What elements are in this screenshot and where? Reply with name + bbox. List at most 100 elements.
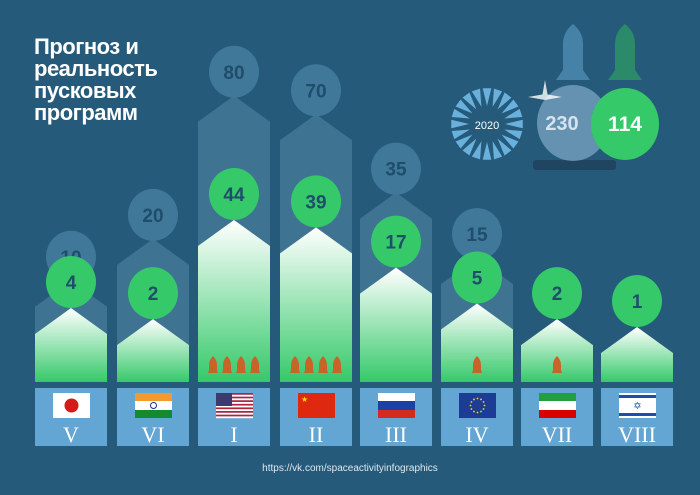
sun-ray-icon bbox=[497, 138, 512, 156]
chakra bbox=[150, 402, 157, 409]
actual-label: 44 bbox=[223, 185, 245, 206]
star bbox=[480, 410, 482, 413]
usa-flag bbox=[216, 396, 253, 399]
actual-circle bbox=[371, 215, 421, 268]
russia-flag bbox=[378, 393, 415, 401]
forecast-circle bbox=[128, 188, 178, 241]
actual-circle bbox=[452, 251, 502, 304]
forecast-label: 15 bbox=[466, 225, 488, 246]
actual-label: 1 bbox=[632, 292, 643, 313]
year-label: 2020 bbox=[475, 120, 499, 132]
sun-ray-icon bbox=[451, 119, 469, 129]
pedestal bbox=[533, 160, 616, 170]
actual-bar bbox=[360, 267, 432, 382]
rocket-icon bbox=[250, 356, 260, 373]
sun-ray-icon bbox=[451, 108, 470, 119]
actual-bar bbox=[601, 327, 673, 382]
sun-ray-icon bbox=[462, 138, 477, 156]
star bbox=[480, 398, 482, 401]
actual-bar bbox=[280, 227, 352, 382]
russia-flag bbox=[378, 410, 415, 418]
rank-label: V bbox=[63, 422, 79, 447]
actual-circle bbox=[291, 175, 341, 228]
year-badge bbox=[470, 113, 504, 135]
sun-ray-icon bbox=[497, 92, 512, 110]
india-flag bbox=[135, 401, 172, 410]
sun-ray-icon bbox=[455, 134, 473, 149]
actual-circle bbox=[209, 167, 259, 220]
rocket-icon bbox=[208, 356, 218, 373]
rocket-icon bbox=[290, 356, 300, 373]
forecast-label: 70 bbox=[305, 81, 326, 102]
actual-circle bbox=[612, 275, 662, 327]
star: ★ bbox=[301, 395, 308, 404]
usa-flag bbox=[216, 403, 253, 406]
usa-flag bbox=[216, 411, 253, 413]
star bbox=[469, 404, 472, 407]
star-of-david: ✡ bbox=[633, 401, 641, 412]
actual-bar bbox=[117, 319, 189, 382]
forecast-circle bbox=[371, 142, 421, 195]
iran-flag bbox=[539, 410, 576, 418]
actual-bar bbox=[441, 303, 513, 382]
rocket-icon bbox=[332, 356, 342, 373]
india-flag bbox=[135, 410, 172, 418]
rank-label: III bbox=[385, 422, 407, 447]
actual-label: 2 bbox=[552, 284, 563, 305]
rocket-icon bbox=[552, 356, 562, 373]
star bbox=[476, 411, 479, 414]
sparkle-icon bbox=[528, 80, 562, 100]
star bbox=[470, 401, 473, 403]
usa-flag bbox=[216, 407, 253, 410]
rocket-icon bbox=[318, 356, 328, 373]
actual-bar bbox=[198, 219, 270, 382]
rocket-icon bbox=[222, 356, 232, 373]
forecast-circle bbox=[291, 64, 341, 117]
actual-bar bbox=[35, 308, 107, 382]
star bbox=[476, 397, 479, 400]
actual-rocket-icon bbox=[608, 24, 642, 80]
sun-ray-icon bbox=[501, 99, 519, 114]
rank-label: VI bbox=[141, 422, 164, 447]
usa-flag bbox=[216, 409, 253, 411]
star bbox=[482, 408, 485, 410]
forecast-label: 80 bbox=[223, 63, 244, 84]
actual-label: 17 bbox=[385, 233, 406, 254]
forecast-rocket-icon bbox=[556, 24, 590, 80]
footer-link[interactable]: https://vk.com/spaceactivityinfographics bbox=[262, 463, 438, 474]
usa-flag bbox=[216, 405, 253, 408]
sun-ray-icon bbox=[482, 142, 492, 160]
actual-label: 39 bbox=[305, 192, 326, 213]
actual-circle bbox=[532, 267, 582, 320]
actual-label: 5 bbox=[472, 269, 483, 290]
rocket-icon bbox=[472, 356, 482, 373]
usa-flag bbox=[216, 402, 253, 404]
iran-flag bbox=[539, 393, 576, 401]
sun-ray-icon bbox=[455, 99, 473, 114]
canton bbox=[216, 393, 232, 406]
forecast-total-circle bbox=[537, 85, 609, 161]
sun-ray-icon bbox=[504, 108, 523, 119]
sun-ray-icon bbox=[471, 141, 482, 160]
rank-label: II bbox=[309, 422, 324, 447]
usa-flag bbox=[216, 412, 253, 415]
rocket-icon bbox=[236, 356, 246, 373]
actual-label: 2 bbox=[148, 284, 159, 305]
page-title: Прогноз и реальность пусковых программ bbox=[34, 34, 158, 125]
sun-ray-icon bbox=[492, 88, 503, 107]
usa-flag bbox=[216, 400, 253, 402]
forecast-circle bbox=[452, 208, 502, 261]
usa-flag bbox=[216, 416, 253, 419]
usa-flag bbox=[216, 398, 253, 401]
sun-ray-icon bbox=[492, 141, 503, 160]
star bbox=[483, 404, 486, 407]
actual-circle bbox=[46, 256, 96, 308]
usa-flag bbox=[216, 394, 253, 397]
eu-flag bbox=[459, 393, 496, 418]
sun-ray-icon bbox=[451, 129, 470, 140]
actual-total-circle bbox=[591, 88, 659, 160]
forecast-total-label: 230 bbox=[545, 113, 578, 135]
russia-flag bbox=[378, 401, 415, 410]
sun-ray-icon bbox=[501, 134, 519, 149]
